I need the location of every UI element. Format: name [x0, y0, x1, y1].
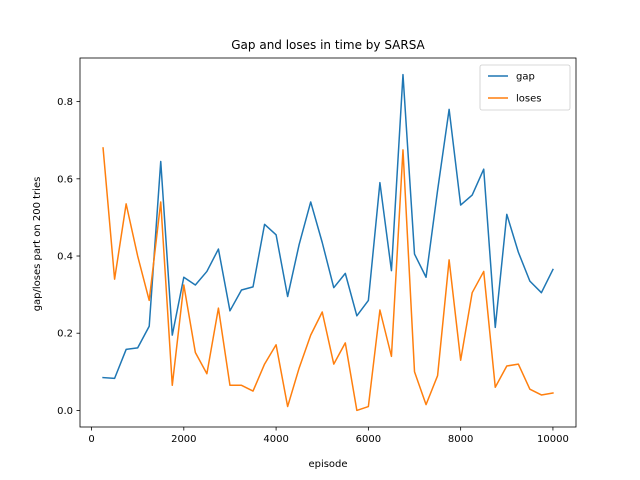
axes-frame — [79, 57, 577, 428]
y-tick-label: 0.0 — [57, 406, 73, 417]
series-line-loses — [102, 147, 554, 412]
x-tick-label: 10000 — [537, 434, 569, 445]
legend: gap loses — [479, 64, 571, 111]
y-axis-label: gap/loses part on 200 tries — [32, 177, 43, 312]
y-tick-label: 0.6 — [57, 174, 73, 185]
x-tick-label: 8000 — [448, 434, 473, 445]
legend-label-gap: gap — [516, 72, 535, 83]
chart-title: Gap and loses in time by SARSA — [231, 38, 425, 52]
x-axis-label: episode — [308, 459, 347, 470]
y-tick-label: 0.2 — [57, 329, 73, 340]
x-tick-label: 2000 — [171, 434, 196, 445]
y-tick-label: 0.8 — [57, 97, 73, 108]
legend-label-loses: loses — [516, 94, 541, 105]
y-tick-label: 0.4 — [57, 252, 73, 263]
x-tick-label: 6000 — [356, 434, 381, 445]
axes: 0 2000 4000 6000 8000 10000 0.0 0.2 0.4 0.6 0.8 — [57, 57, 577, 445]
series-line-gap — [102, 73, 554, 380]
plot-area — [102, 73, 554, 412]
x-tick-label: 4000 — [263, 434, 288, 445]
x-tick-label: 0 — [88, 434, 94, 445]
